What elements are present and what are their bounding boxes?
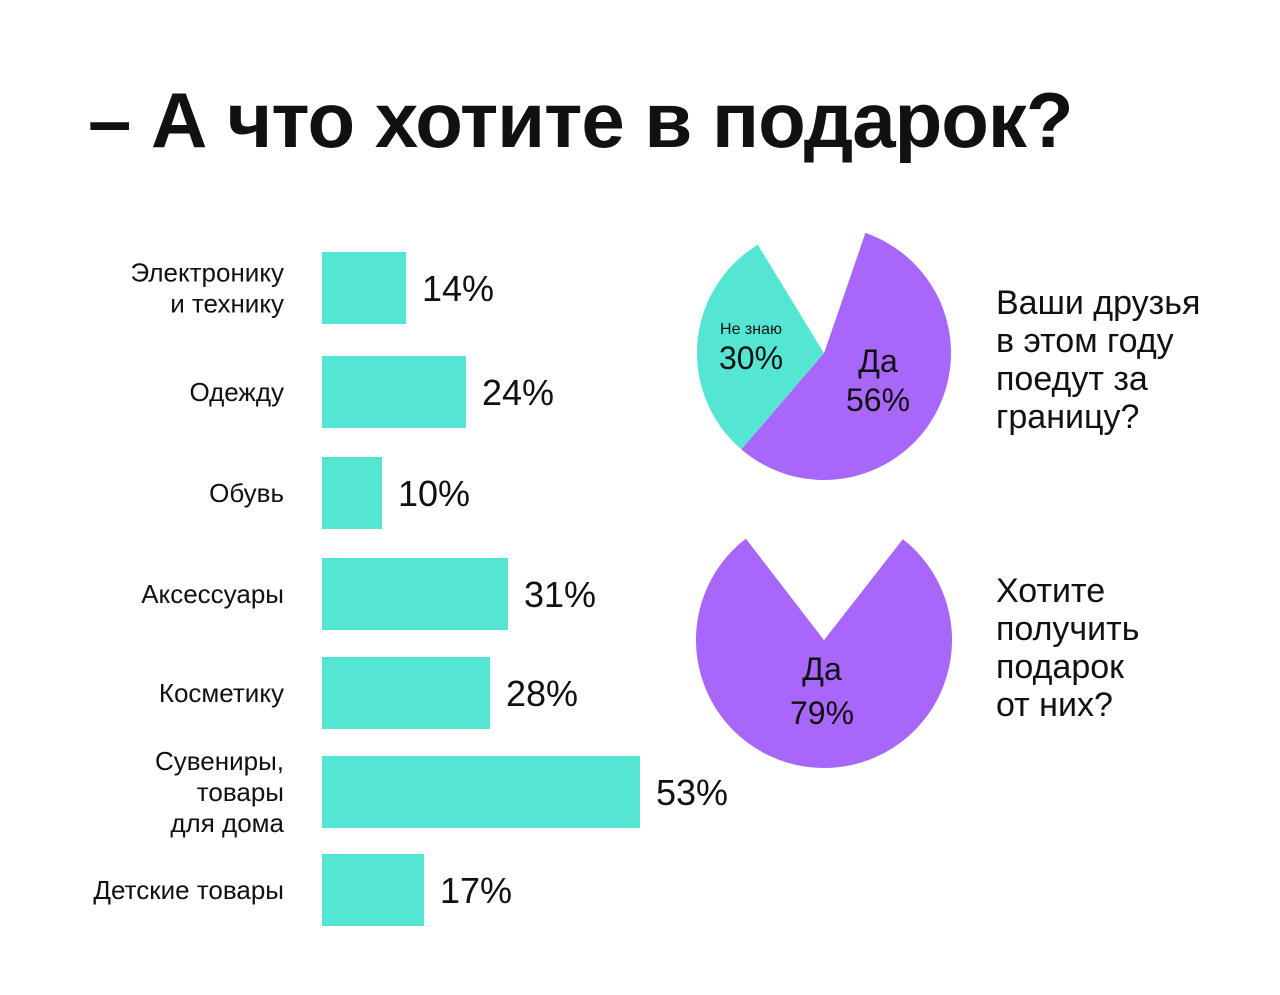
pie-slice xyxy=(745,512,903,640)
bar-category-label: Аксессуары xyxy=(141,579,284,609)
pie1-question-line: Ваши друзья xyxy=(996,284,1201,322)
bar-category-label: Электронику xyxy=(131,258,285,288)
pie2-question-line: Хотите xyxy=(996,572,1106,610)
pie1-question: Ваши друзья в этом году поедут за границ… xyxy=(996,284,1200,436)
pie-slice-label: Да xyxy=(858,343,898,379)
bar-category-label: Сувениры, xyxy=(155,746,284,776)
bar-value-label: 14% xyxy=(422,268,494,309)
page-title: – А что хотите в подарок? xyxy=(88,76,1074,164)
bar-category-label: Обувь xyxy=(209,478,284,508)
bar-value-label: 28% xyxy=(506,673,578,714)
pie2-question-line: подарок xyxy=(996,648,1125,686)
bar xyxy=(322,657,490,729)
bar-value-label: 24% xyxy=(482,372,554,413)
pie-slice xyxy=(696,244,824,450)
bar-value-label: 17% xyxy=(440,870,512,911)
bar-category-label: Одежду xyxy=(189,377,284,407)
bar xyxy=(322,756,640,828)
pie-slice xyxy=(741,232,951,480)
pie1-question-line: границу? xyxy=(996,398,1140,436)
pie1-question-line: в этом году xyxy=(996,322,1174,360)
pie-chart-want-gift: Да 79% xyxy=(696,512,953,769)
pie-slice-value: 30% xyxy=(719,340,783,376)
bar xyxy=(322,356,466,428)
bar xyxy=(322,252,406,324)
bar-value-label: 53% xyxy=(656,772,728,813)
bar-value-label: 31% xyxy=(524,574,596,615)
pie2-question-line: получить xyxy=(996,610,1140,648)
bar-category-label: товары xyxy=(197,777,284,807)
pie-slice-value: 56% xyxy=(846,382,910,418)
bar-category-label: Детские товары xyxy=(93,875,284,905)
pie-slice xyxy=(757,225,866,353)
pie-slice-label: Не знаю xyxy=(720,321,782,338)
pie2-question-line: от них? xyxy=(996,686,1113,724)
pie-slice-value: 79% xyxy=(790,695,854,731)
bar xyxy=(322,558,508,630)
bar xyxy=(322,457,382,529)
bar-value-label: 10% xyxy=(398,473,470,514)
bar xyxy=(322,854,424,926)
pie1-question-line: поедут за xyxy=(996,360,1148,398)
bar-category-label: и технику xyxy=(170,289,284,319)
bar-category-label: Косметику xyxy=(159,678,284,708)
pie-slice xyxy=(696,538,953,769)
pie-slice-label: Да xyxy=(802,651,842,687)
bar-category-label: для дома xyxy=(170,808,284,838)
pie2-question: Хотите получить подарок от них? xyxy=(996,572,1139,724)
